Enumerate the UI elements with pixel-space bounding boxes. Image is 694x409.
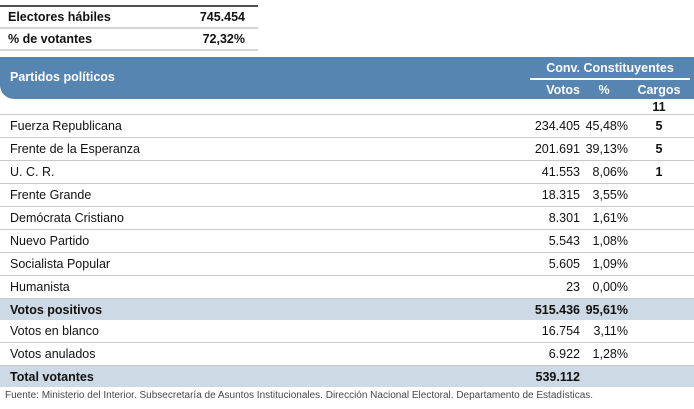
cell-cargos: 5 [655,119,663,133]
source-note: Fuente: Ministerio del Interior. Subsecr… [5,390,594,401]
table-header-band: Partidos políticos Conv. Constituyentes … [0,57,694,99]
cell-name: Demócrata Cristiano [10,211,124,225]
cell-votos: 8.301 [548,211,580,225]
cell-pct: 3,11% [593,324,628,338]
table-row: Humanista 23 0,00% [0,276,694,299]
cell-pct: 1,61% [592,211,628,225]
table-row: Frente Grande 18.315 3,55% [0,184,694,207]
table-row: Demócrata Cristiano 8.301 1,61% [0,207,694,230]
table-row: U. C. R. 41.553 8,06% 1 [0,161,694,184]
party-column-header: Partidos políticos [10,70,115,84]
cell-cargos: 5 [655,142,663,156]
group-header-conv-constituyentes: Conv. Constituyentes [530,61,690,80]
cell-pct: 1,09% [592,257,628,271]
cell-name: Fuerza Republicana [10,119,122,133]
table-row: Total votantes 539.112 [0,366,694,387]
cell-name: Frente Grande [10,188,92,202]
cell-votos: 41.553 [541,165,580,179]
results-table-body: 11 Fuerza Republicana 234.405 45,48% 5 Frent… [0,99,694,387]
cell-pct: 3,55% [592,188,628,202]
cell-votos: 201.691 [534,142,580,156]
cell-pct: 39,13% [585,142,628,156]
table-row: Votos en blanco 16.754 3,11% [0,320,694,343]
summary-table: Electores hábiles 745.454 % de votantes … [0,5,258,51]
cell-pct: 1,28% [592,347,628,361]
cell-votos: 539.112 [535,369,581,384]
cell-votos: 18.315 [541,188,580,202]
cell-pct: 8,06% [592,165,628,179]
summary-label: Electores hábiles [8,10,111,24]
cell-name: Socialista Popular [10,257,111,271]
cell-name: Votos positivos [10,302,103,317]
table-row: Votos positivos 515.436 95,61% [0,299,694,320]
cell-name: Nuevo Partido [10,234,90,248]
column-headers: Votos % Cargos [530,80,690,99]
cargos-column-header: Cargos [637,82,681,97]
results-column-group: Conv. Constituyentes Votos % Cargos [530,57,694,99]
table-row: Votos anulados 6.922 1,28% [0,343,694,366]
percent-column-header: % [598,82,610,97]
cell-cargos: 1 [655,165,663,179]
summary-value: 745.454 [199,10,245,24]
total-cargos-row: 11 [0,99,694,115]
cell-votos: 5.605 [548,257,580,271]
votos-column-header: Votos [546,82,580,97]
cell-votos: 5.543 [548,234,580,248]
cell-votos: 16.754 [541,324,580,338]
cell-name: Votos anulados [10,347,96,361]
table-row: Frente de la Esperanza 201.691 39,13% 5 [0,138,694,161]
cell-name: Humanista [10,280,70,294]
table-row: Socialista Popular 5.605 1,09% [0,253,694,276]
cell-votos: 6.922 [548,347,580,361]
cell-name: Votos en blanco [10,324,99,338]
summary-label: % de votantes [8,32,93,46]
summary-row-electores: Electores hábiles 745.454 [0,7,258,29]
cell-pct: 45,48% [585,119,628,133]
cell-name: Total votantes [10,369,94,384]
cell-name: Frente de la Esperanza [10,142,140,156]
summary-value: 72,32% [202,32,245,46]
cell-votos: 23 [566,280,580,294]
cell-pct: 1,08% [592,234,628,248]
table-row: Nuevo Partido 5.543 1,08% [0,230,694,253]
cell-votos: 515.436 [534,302,580,317]
total-cargos-value: 11 [652,99,666,114]
table-row: Fuerza Republicana 234.405 45,48% 5 [0,115,694,138]
cell-votos: 234.405 [534,119,580,133]
cell-pct: 0,00% [592,280,628,294]
cell-name: U. C. R. [10,165,55,179]
summary-row-votantes: % de votantes 72,32% [0,29,258,51]
cell-pct: 95,61% [585,302,628,317]
